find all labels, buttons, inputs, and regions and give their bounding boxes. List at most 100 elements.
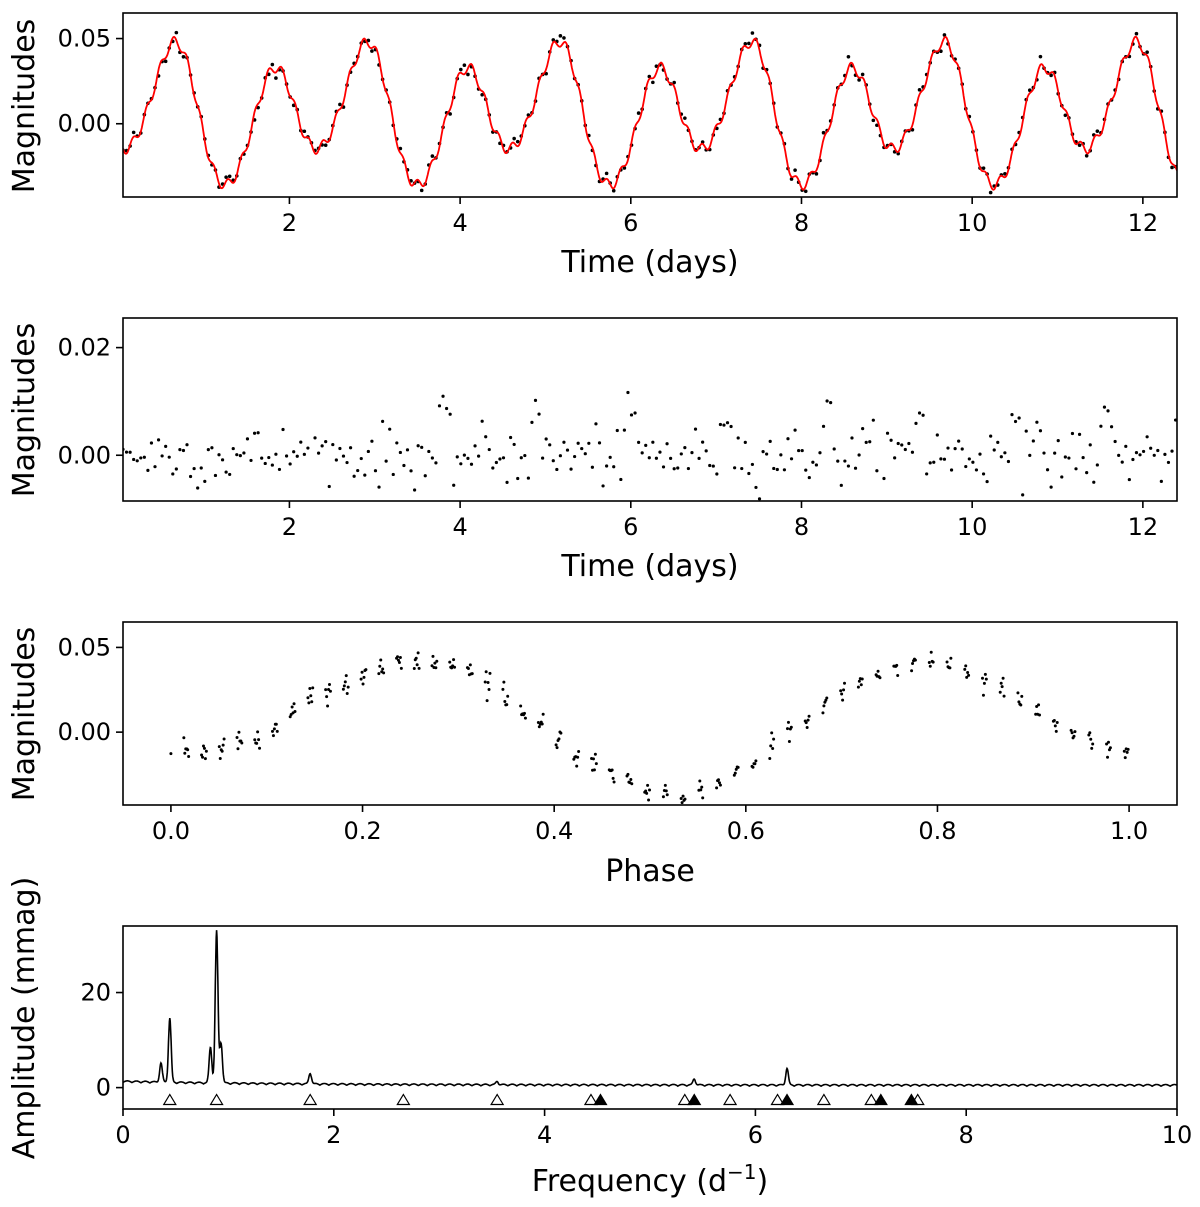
phase-point (431, 654, 435, 658)
data-point (672, 80, 676, 85)
phase-point (577, 750, 581, 754)
residual-point (889, 438, 893, 442)
phase-point (201, 755, 205, 759)
data-point (174, 30, 179, 35)
phase-point (396, 658, 400, 662)
residual-point (608, 455, 612, 459)
residual-point (142, 455, 146, 459)
residual-point (213, 473, 218, 478)
residual-point (644, 443, 648, 447)
residual-point (1085, 471, 1089, 475)
residual-point (132, 457, 136, 462)
phase-point (876, 669, 880, 673)
phase-point (556, 738, 560, 742)
phase-point (537, 725, 541, 729)
phase-folded-panel: Magnitudes Phase 0.0 0.2 0.4 0.6 0.8 1.0 0.00 0… (7, 621, 1178, 889)
residual-point (235, 453, 239, 457)
phase-point (307, 701, 311, 705)
phase-point (966, 671, 970, 675)
data-point (821, 130, 826, 135)
residual-point (658, 450, 662, 454)
amplitude-spectrum-line (123, 930, 1177, 1088)
phase-point (311, 686, 315, 690)
residual-point (640, 451, 644, 455)
residual-point (686, 466, 691, 471)
phase-point (412, 666, 416, 670)
phase-point (929, 650, 933, 654)
residual-point (1021, 493, 1025, 497)
phase-point (821, 711, 825, 715)
phase-point (346, 685, 350, 689)
phase-point (964, 664, 968, 668)
data-point (1084, 153, 1089, 158)
residual-point (252, 431, 257, 435)
phase-point (647, 798, 651, 802)
residual-point (1077, 432, 1082, 437)
phase-point (662, 788, 666, 792)
data-point (1077, 143, 1082, 148)
residual-point (423, 474, 427, 478)
phase-point (415, 663, 419, 667)
x-tick-label: 8 (794, 513, 809, 541)
residual-point (462, 453, 466, 457)
residual-point (825, 399, 829, 403)
filled-triangle-marker (873, 1093, 888, 1106)
residual-point (501, 456, 506, 460)
phase-point (769, 744, 773, 748)
phase-point (187, 754, 191, 758)
residual-point (338, 446, 342, 451)
phase-point (381, 667, 385, 671)
phase-point (594, 762, 598, 766)
phase-point (217, 745, 221, 749)
phase-point (718, 783, 722, 787)
x-tick-label: 0.8 (918, 817, 956, 845)
phase-point (946, 665, 950, 669)
phase-point (858, 677, 862, 681)
residual-point (459, 462, 463, 466)
phase-point (379, 658, 383, 662)
residual-point (224, 470, 228, 474)
residual-point (601, 484, 605, 488)
phase-point (803, 719, 807, 723)
phase-point (270, 729, 274, 733)
phase-point (785, 727, 789, 731)
residual-point (210, 446, 214, 450)
phase-point (896, 674, 900, 678)
y-tick-label: 20 (80, 979, 111, 1007)
phase-point (771, 747, 775, 751)
x-tick-label: 4 (452, 209, 467, 237)
residual-point (971, 460, 975, 464)
phase-point (310, 700, 314, 704)
open-triangle-marker (303, 1093, 318, 1106)
phase-point (202, 746, 206, 750)
phase-point (629, 778, 633, 782)
residual-point (569, 467, 573, 471)
residual-point (733, 466, 737, 470)
residual-point (573, 454, 577, 459)
residual-point (555, 467, 559, 472)
residual-point (395, 441, 399, 445)
residual-point (487, 447, 491, 452)
residual-point (981, 472, 986, 476)
phase-point (1000, 685, 1004, 689)
phase-point (326, 704, 330, 708)
residual-point (484, 435, 488, 439)
phase-point (343, 680, 347, 684)
phase-point (1034, 712, 1038, 716)
phase-point (1124, 747, 1128, 751)
residual-point (829, 400, 833, 405)
residual-point (1106, 409, 1110, 413)
phase-point (1105, 742, 1109, 746)
residual-point (153, 465, 157, 469)
residual-point (683, 446, 687, 450)
residual-point (779, 453, 783, 457)
residual-point (146, 468, 150, 472)
y-tick-label: 0.00 (58, 110, 111, 138)
residual-point (978, 452, 982, 456)
residual-point (1074, 467, 1078, 471)
residual-point (580, 446, 584, 451)
residual-point (669, 456, 673, 461)
residual-point (1102, 405, 1107, 409)
residual-point (811, 460, 815, 464)
plot-frame-4 (122, 925, 1178, 1110)
